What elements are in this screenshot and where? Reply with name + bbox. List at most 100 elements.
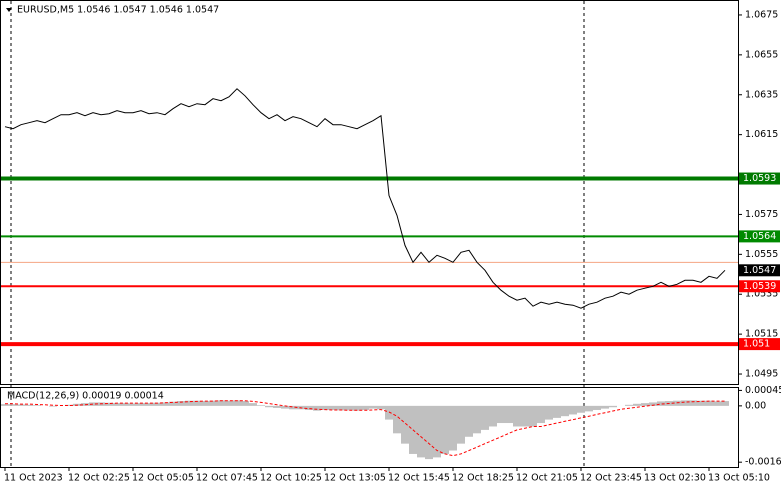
macd-bar [361, 405, 369, 410]
macd-bar [681, 400, 689, 406]
macd-bar [593, 405, 601, 410]
macd-bar [113, 403, 121, 406]
macd-bar [329, 405, 337, 410]
macd-bar [65, 404, 73, 406]
y-tick-label: 1.0635 [745, 89, 778, 100]
macd-bar [49, 405, 57, 407]
macd-bar [1, 404, 9, 406]
macd-bar [521, 405, 529, 427]
macd-bar [257, 405, 265, 406]
y-tick-label: 1.0615 [745, 129, 778, 140]
macd-bar [137, 403, 145, 406]
y-tick-label: 1.0515 [745, 329, 778, 340]
macd-bar [473, 405, 481, 434]
macd-bar [89, 402, 97, 406]
macd-bar [553, 405, 561, 418]
macd-bar [641, 403, 649, 406]
y-tick-label: 1.0575 [745, 209, 778, 220]
macd-bar [281, 405, 289, 409]
symbol-header: EURUSD,M5 1.0546 1.0547 1.0546 1.0547 [17, 5, 219, 16]
macd-bar [217, 400, 225, 406]
macd-bar [121, 403, 129, 406]
macd-bar [105, 402, 113, 406]
macd-bar [505, 405, 513, 424]
x-tick-label: 12 Oct 21:05 [516, 473, 578, 484]
macd-bar [529, 405, 537, 427]
macd-bar [209, 400, 217, 406]
macd-bar [185, 400, 193, 406]
macd-bar [385, 405, 393, 420]
x-tick-label: 12 Oct 15:45 [388, 473, 450, 484]
macd-bar [577, 405, 585, 413]
macd-bar [649, 402, 657, 406]
macd-bar [601, 405, 609, 409]
macd-bar [513, 405, 521, 427]
x-tick-label: 11 Oct 2023 [4, 473, 63, 484]
macd-bar [697, 400, 705, 406]
macd-bar [609, 405, 617, 408]
macd-bar [705, 400, 713, 406]
macd-bar [561, 405, 569, 417]
macd-bar [169, 401, 177, 406]
macd-bar [345, 405, 353, 411]
x-tick-label: 12 Oct 07:45 [196, 473, 258, 484]
macd-bar [265, 405, 273, 408]
macd-bar [585, 405, 593, 412]
macd-bar [537, 405, 545, 424]
macd-bar [17, 404, 25, 406]
macd-bar [625, 404, 633, 406]
macd-bar [441, 405, 449, 454]
macd-bar [689, 400, 697, 406]
macd-bar [481, 405, 489, 430]
macd-bar [129, 403, 137, 406]
macd-bar [153, 402, 161, 406]
macd-bar [337, 405, 345, 411]
menu-arrow[interactable] [6, 8, 12, 12]
macd-bar [465, 405, 473, 437]
macd-bar [369, 405, 377, 409]
x-tick-label: 12 Oct 18:25 [452, 473, 514, 484]
macd-bar [321, 405, 329, 410]
macd-panel [0, 387, 739, 468]
macd-bar [193, 400, 201, 406]
macd-bar [657, 401, 665, 406]
level-label: 1.0593 [743, 173, 776, 184]
level-label: 1.0564 [743, 231, 776, 242]
macd-bar [497, 405, 505, 424]
macd-bar [545, 405, 553, 420]
last-price-box [739, 264, 780, 277]
level-label: 1.051 [743, 339, 770, 350]
macd-bar [25, 404, 33, 406]
x-tick-label: 12 Oct 05:05 [132, 473, 194, 484]
macd-bar [33, 405, 41, 406]
level-label-box [739, 230, 780, 243]
macd-bar [313, 405, 321, 411]
macd-header: MACD(12,26,9) 0.00019 0.00014 [7, 391, 164, 402]
level-label-box [739, 172, 780, 185]
macd-bar [273, 405, 281, 408]
x-tick-label: 12 Oct 10:25 [260, 473, 322, 484]
macd-bar [401, 405, 409, 444]
macd-bar [377, 405, 385, 410]
macd-bar [201, 401, 209, 406]
level-label-box [739, 338, 780, 351]
macd-bar [249, 403, 257, 406]
macd-bar [9, 404, 17, 406]
x-tick-label: 13 Oct 02:30 [644, 473, 706, 484]
level-label: 1.0539 [743, 281, 776, 292]
signal-line [5, 400, 725, 457]
macd-bar [417, 405, 425, 458]
y-tick-label: -0.00164 [745, 457, 781, 468]
macd-bar [457, 405, 465, 444]
macd-bar [393, 405, 401, 434]
y-tick-label: 1.0535 [745, 289, 778, 300]
y-tick-label: 0.00 [745, 400, 766, 411]
y-tick-label: 0.00045 [745, 385, 781, 396]
macd-bar [633, 403, 641, 406]
price-line [4, 88, 726, 309]
macd-bar [425, 405, 433, 460]
x-tick-label: 12 Oct 23:45 [580, 473, 642, 484]
macd-bar [177, 401, 185, 406]
macd-bar [241, 401, 249, 406]
